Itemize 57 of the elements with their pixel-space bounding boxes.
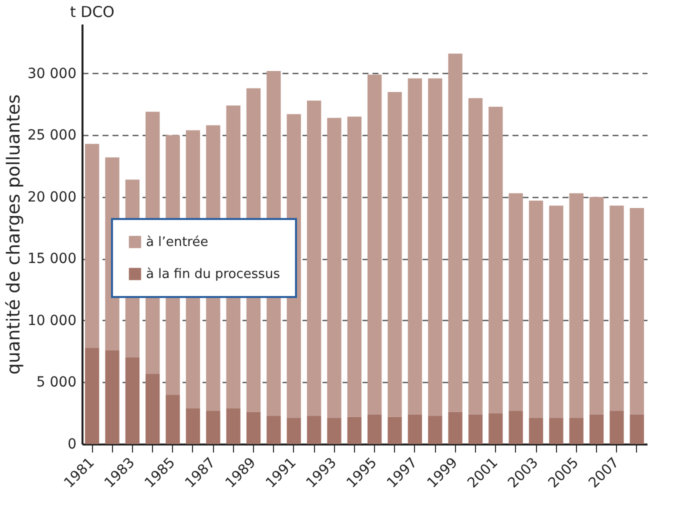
bar (448, 412, 462, 444)
bar (549, 418, 564, 444)
y-tick-label: 0 (68, 436, 76, 452)
bar (569, 193, 584, 418)
bar (428, 78, 442, 416)
bar (206, 410, 220, 444)
bar (368, 414, 382, 444)
bar (468, 414, 483, 444)
bar (508, 193, 523, 411)
bar (306, 416, 322, 444)
bar (610, 410, 624, 444)
bar (368, 74, 382, 414)
y-tick-label: 15 000 (28, 251, 76, 268)
bar (448, 54, 462, 412)
legend-label: à l’entrée (146, 235, 208, 250)
bar (347, 116, 362, 417)
y-tick-label: 25 000 (28, 128, 76, 144)
bar (125, 358, 140, 444)
bar (85, 144, 100, 348)
bar (327, 418, 342, 444)
bar (388, 416, 402, 444)
bar (528, 418, 544, 444)
bar (85, 348, 100, 444)
bar (246, 412, 261, 444)
bar (589, 196, 604, 414)
bar (105, 350, 120, 444)
bar (630, 208, 644, 414)
bar (408, 78, 422, 414)
bar (226, 408, 240, 444)
bar (528, 200, 544, 418)
y-tick-label: 10 000 (28, 312, 76, 329)
bar (327, 118, 342, 418)
bar (630, 414, 644, 444)
bar (186, 408, 200, 444)
bar (569, 418, 584, 444)
bar (428, 416, 442, 444)
y-tick-label: 20 000 (28, 189, 76, 206)
bar (468, 98, 483, 414)
bar (488, 106, 503, 414)
y-axis-title: quantité de charges polluantes (4, 94, 25, 375)
bar (266, 416, 281, 444)
bar (508, 410, 523, 444)
bar (306, 100, 322, 416)
bar (408, 414, 422, 444)
bar (589, 414, 604, 444)
bar (610, 206, 624, 411)
bar (488, 413, 503, 444)
bar (146, 374, 160, 444)
bar (347, 416, 362, 444)
y-tick-label: 30 000 (28, 66, 76, 82)
bar (388, 92, 402, 417)
bar (166, 394, 180, 444)
y-tick-label: 5 000 (36, 374, 76, 391)
legend-label: à la fin du processus (146, 267, 280, 282)
text: t DCO (70, 3, 114, 21)
bar (549, 206, 564, 418)
bar (286, 418, 301, 444)
